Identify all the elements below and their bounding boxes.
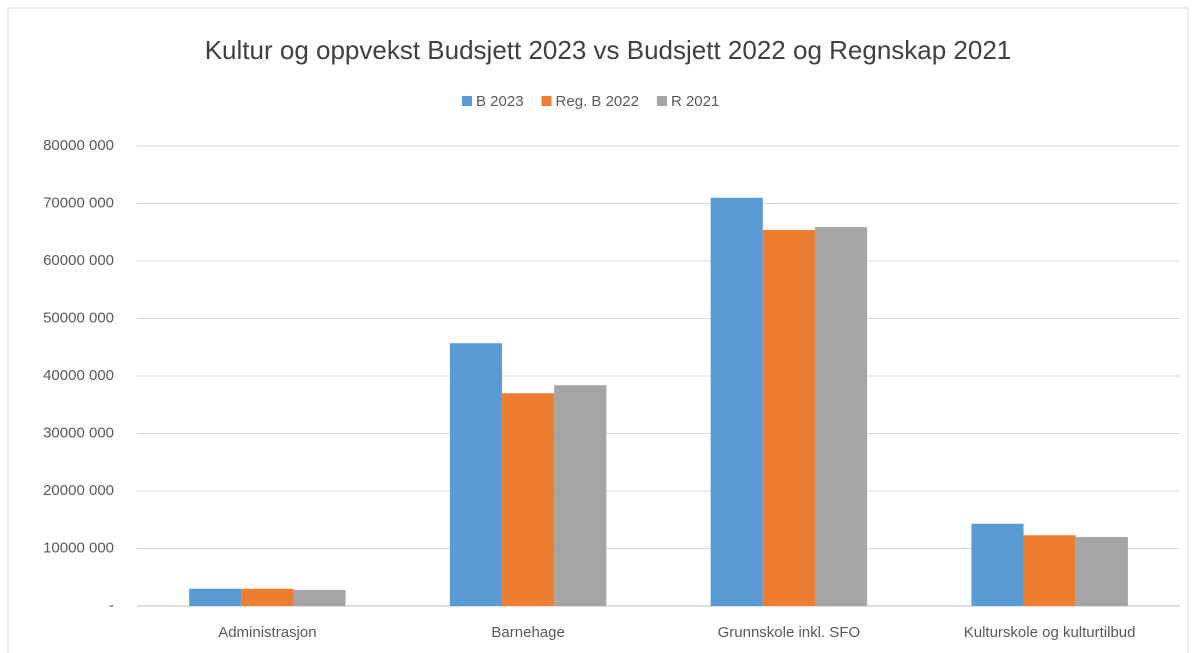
y-tick-label: 80000 000 [43, 137, 114, 154]
y-tick-label: 50000 000 [43, 309, 114, 326]
bar [293, 589, 346, 606]
bar [710, 197, 763, 606]
bar [449, 343, 503, 606]
y-tick-label: - [109, 597, 114, 614]
bar [502, 393, 555, 606]
y-tick-label: 10000 000 [43, 539, 114, 556]
y-tick-label: 40000 000 [43, 367, 114, 384]
legend-label: Reg. B 2022 [556, 93, 639, 110]
legend-swatch [541, 96, 552, 106]
x-tick-label: Barnehage [491, 624, 564, 641]
bar [241, 588, 294, 606]
x-tick-label: Grunnskole inkl. SFO [718, 624, 861, 641]
bar [762, 229, 815, 606]
bar [1023, 535, 1076, 606]
y-tick-label: 30000 000 [43, 424, 114, 441]
bar [971, 523, 1024, 606]
y-tick-label: 70000 000 [43, 194, 114, 211]
bar [814, 227, 868, 606]
legend-swatch [462, 96, 472, 106]
bar [554, 385, 607, 606]
y-tick-label: 60000 000 [43, 252, 114, 269]
legend-swatch [656, 96, 667, 106]
x-tick-label: Administrasjon [218, 624, 316, 641]
bar [1075, 537, 1128, 606]
bar [189, 588, 242, 606]
chart-title: Kultur og oppvekst Budsjett 2023 vs Buds… [205, 35, 1012, 65]
x-tick-label: Kulturskole og kulturtilbud [964, 624, 1136, 641]
y-tick-label: 20000 000 [43, 482, 114, 499]
legend-label: B 2023 [476, 93, 524, 110]
legend-label: R 2021 [671, 93, 719, 110]
